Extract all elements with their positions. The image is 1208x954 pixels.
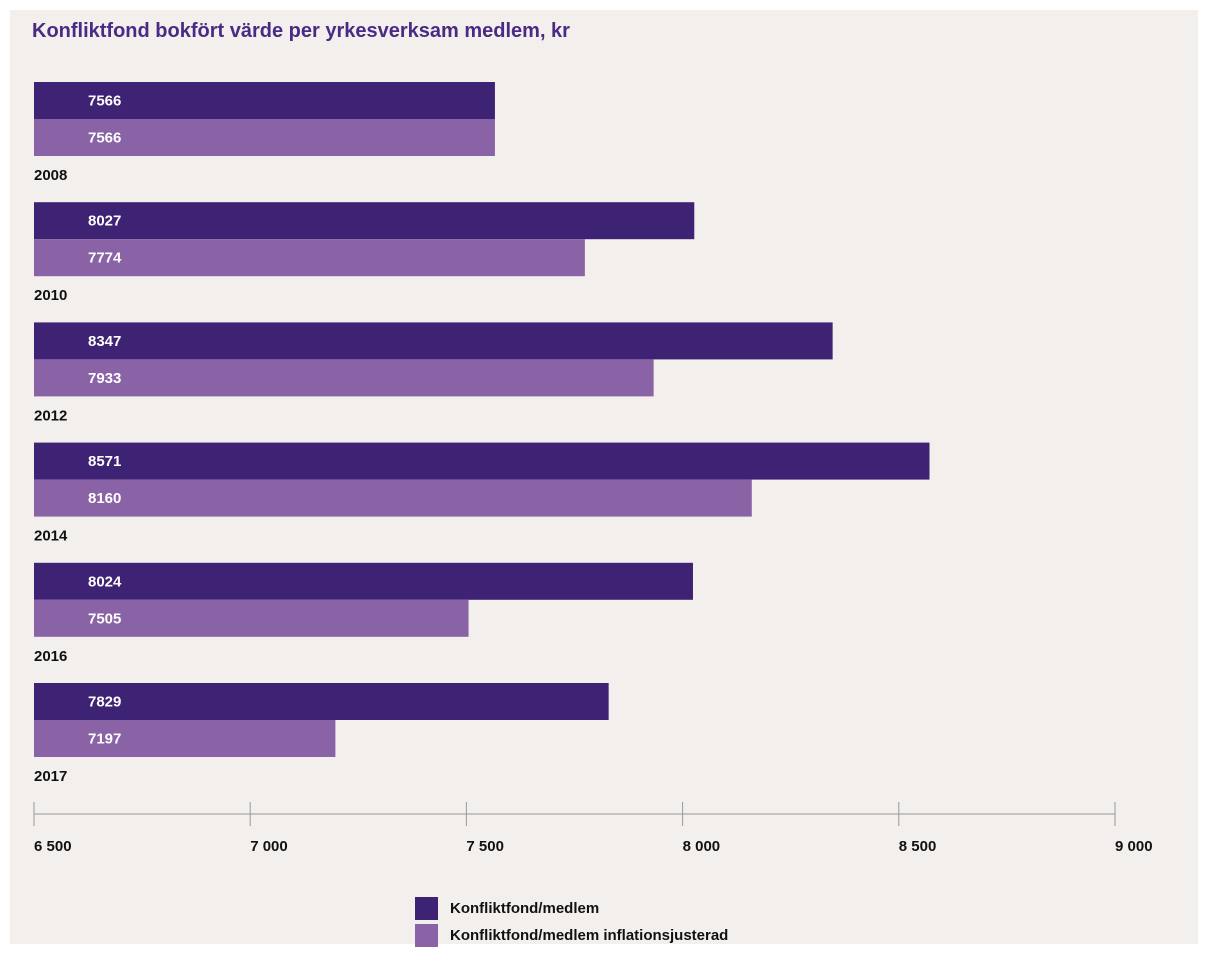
bar-value-label-2016-series-1: 7505 xyxy=(88,610,121,627)
bar-2014-series-1 xyxy=(34,479,752,517)
legend-label-series-1: Konfliktfond/medlem inflationsjusterad xyxy=(450,927,729,944)
legend-label-series-0: Konfliktfond/medlem xyxy=(450,900,600,917)
bar-2008-series-1 xyxy=(34,119,495,156)
bar-value-label-2008-series-1: 7566 xyxy=(88,130,121,147)
bar-2010-series-0 xyxy=(34,202,695,240)
bar-2016-series-0 xyxy=(34,562,693,600)
legend-item-series-0: Konfliktfond/medlem xyxy=(415,895,728,922)
legend-swatch-series-0 xyxy=(415,897,438,920)
bar-value-label-2010-series-0: 8027 xyxy=(88,213,121,230)
x-tick-label-0: 6 500 xyxy=(34,838,72,855)
bar-value-label-2012-series-0: 8347 xyxy=(88,333,121,350)
bar-value-label-2012-series-1: 7933 xyxy=(88,370,121,387)
bar-2008-series-0 xyxy=(34,82,495,119)
category-label-2016: 2016 xyxy=(34,648,67,665)
x-tick-label-5: 9 000 xyxy=(1115,838,1153,855)
bar-value-label-2014-series-1: 8160 xyxy=(88,490,121,507)
x-tick-label-2: 7 500 xyxy=(466,838,504,855)
legend-swatch-series-1 xyxy=(415,924,438,947)
legend: Konfliktfond/medlem Konfliktfond/medlem … xyxy=(415,895,728,949)
x-tick-label-3: 8 000 xyxy=(683,838,721,855)
legend-item-series-1: Konfliktfond/medlem inflationsjusterad xyxy=(415,922,728,949)
category-label-2017: 2017 xyxy=(34,768,67,785)
bar-value-label-2014-series-0: 8571 xyxy=(88,453,121,470)
bar-value-label-2008-series-0: 7566 xyxy=(88,93,121,110)
bar-value-label-2017-series-0: 7829 xyxy=(88,694,121,711)
x-tick-label-4: 8 500 xyxy=(899,838,937,855)
chart-panel: Konfliktfond bokfört värde per yrkesverk… xyxy=(10,10,1198,947)
bar-value-label-2016-series-0: 8024 xyxy=(88,573,122,590)
bar-chart: 7566 7566 2008 8027 7774 2010 8347 7933 2012 8571… xyxy=(33,82,1153,855)
bar-value-label-2017-series-1: 7197 xyxy=(88,731,121,748)
bar-2010-series-1 xyxy=(34,239,585,277)
bar-2017-series-0 xyxy=(34,683,609,720)
x-tick-label-1: 7 000 xyxy=(250,838,288,855)
bar-2012-series-1 xyxy=(34,359,654,397)
bar-2017-series-1 xyxy=(34,720,336,757)
bar-2016-series-1 xyxy=(34,599,469,637)
bar-value-label-2010-series-1: 7774 xyxy=(88,250,122,267)
category-label-2012: 2012 xyxy=(34,407,67,424)
bar-2012-series-0 xyxy=(34,322,833,360)
bar-2014-series-0 xyxy=(34,442,930,480)
chart-title: Konfliktfond bokfört värde per yrkesverk… xyxy=(32,20,570,42)
category-label-2010: 2010 xyxy=(34,287,67,304)
category-label-2008: 2008 xyxy=(34,167,67,184)
category-label-2014: 2014 xyxy=(34,528,68,545)
